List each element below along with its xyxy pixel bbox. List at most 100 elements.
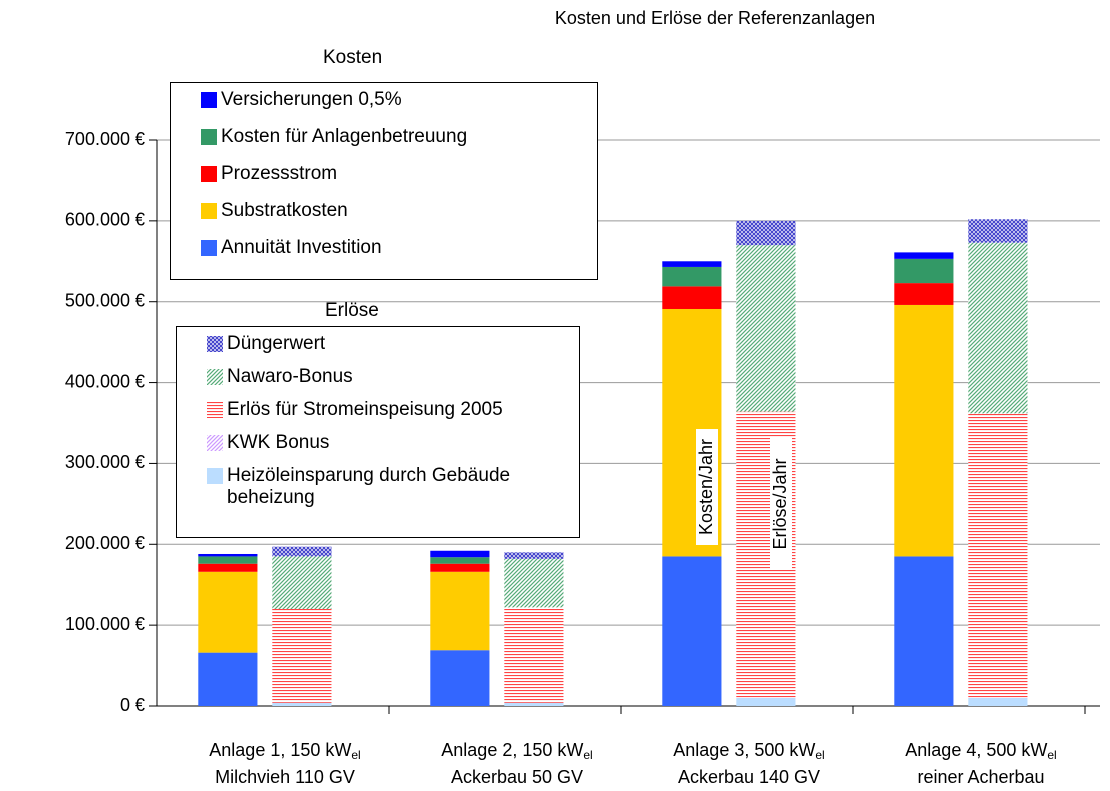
- legend-entry: Annuität Investition: [201, 237, 597, 259]
- bar-segment: [736, 220, 796, 246]
- legend-swatch-fill: [201, 240, 217, 256]
- legend-label: Versicherungen 0,5%: [221, 89, 402, 110]
- legend-swatch-fill: [207, 435, 223, 451]
- bar-segment: [198, 563, 258, 572]
- x-tick-label: Anlage 1, 150 kWel: [209, 740, 360, 762]
- legend-entry: Versicherungen 0,5%: [201, 89, 597, 111]
- legend: Versicherungen 0,5% Kosten für Anlagenbet…: [170, 82, 598, 280]
- bar-segment: [968, 413, 1028, 698]
- bar-segment: [198, 571, 258, 653]
- y-tick-label: 100.000 €: [65, 614, 145, 634]
- legend-label: Prozessstrom: [221, 163, 338, 184]
- x-tick-label: Anlage 3, 500 kWel: [673, 740, 824, 762]
- legend-label: Kosten für Anlagenbetreuung: [221, 126, 468, 147]
- bar-segment: [272, 546, 332, 557]
- chart-title: Kosten und Erlöse der Referenzanlagen: [555, 8, 875, 28]
- bar-segment: [430, 557, 490, 564]
- bar-segment: [662, 556, 722, 706]
- y-tick-label: 500.000 €: [65, 290, 145, 310]
- legend-entry: Kosten für Anlagenbetreuung: [201, 126, 597, 148]
- bar-segment: [430, 650, 490, 706]
- bar-segment: [968, 242, 1028, 414]
- bar-segment: [504, 702, 564, 706]
- legend-label: KWK Bonus: [227, 432, 330, 453]
- x-tick-label: Milchvieh 110 GV: [215, 767, 355, 787]
- legend-entry: KWK Bonus: [207, 432, 579, 454]
- legend-swatch-fill: [207, 468, 223, 484]
- x-tick-label-part: Anlage 1, 150 kW: [209, 740, 351, 760]
- bar-segment: [894, 304, 954, 557]
- bar-segment: [662, 261, 722, 267]
- legend-swatch: [207, 402, 223, 418]
- legend: Düngerwert Nawaro-Bonus Erlös für Stromein…: [176, 326, 580, 538]
- legend-swatch: [207, 336, 223, 352]
- x-tick-label: reiner Acherbau: [917, 767, 1044, 787]
- legend-swatch: [201, 166, 217, 182]
- bar-segment: [504, 552, 564, 559]
- x-tick-label-sub: el: [815, 748, 824, 762]
- x-tick-label-part: Anlage 3, 500 kW: [673, 740, 815, 760]
- legend-title: Erlöse: [325, 300, 379, 321]
- legend-entry: Substratkosten: [201, 200, 597, 222]
- x-tick-label-sub: el: [351, 748, 360, 762]
- bar-segment: [198, 652, 258, 706]
- legend-label: Annuität Investition: [221, 237, 382, 258]
- x-tick-label: Anlage 4, 500 kWel: [905, 740, 1056, 762]
- x-tick-label-sub: el: [1047, 748, 1056, 762]
- bar-segment: [662, 286, 722, 309]
- x-tick-label: Anlage 2, 150 kWel: [441, 740, 592, 762]
- bar-segment: [894, 556, 954, 706]
- y-tick-label: 300.000 €: [65, 452, 145, 472]
- x-tick-label-sub: el: [583, 748, 592, 762]
- bar-segment: [504, 607, 564, 703]
- legend-label: Nawaro-Bonus: [227, 366, 353, 387]
- legend-swatch-fill: [207, 402, 223, 418]
- x-tick-label: Ackerbau 140 GV: [678, 767, 820, 787]
- bar-segment: [272, 702, 332, 706]
- bar-segment: [430, 563, 490, 572]
- legend-swatch-fill: [201, 166, 217, 182]
- legend-swatch: [207, 468, 223, 484]
- legend-swatch: [207, 435, 223, 451]
- bar-segment: [272, 556, 332, 609]
- bar-segment: [198, 553, 258, 557]
- bar-segment: [968, 697, 1028, 706]
- bar-segment: [430, 571, 490, 651]
- y-tick-label: 400.000 €: [65, 371, 145, 391]
- bar-segment: [736, 245, 796, 412]
- legend-swatch-fill: [207, 369, 223, 385]
- legend-label: Heizöleinsparung durch Gebäude beheizung: [227, 465, 511, 508]
- legend-swatch: [201, 203, 217, 219]
- x-tick-label-part: Anlage 2, 150 kW: [441, 740, 583, 760]
- legend-title: Kosten: [323, 47, 383, 68]
- bar-segment: [968, 219, 1028, 243]
- legend-entry: Düngerwert: [207, 333, 579, 355]
- legend-entry: Erlös für Stromeinspeisung 2005: [207, 399, 579, 421]
- legend-swatch: [207, 369, 223, 385]
- bar-segment: [430, 550, 490, 558]
- legend-label: Düngerwert: [227, 333, 326, 354]
- bar-segment: [736, 697, 796, 706]
- bar-segment: [894, 283, 954, 305]
- y-tick-label: 700.000 €: [65, 129, 145, 149]
- legend-swatch-fill: [201, 92, 217, 108]
- annotation: Kosten/Jahr: [696, 439, 716, 535]
- legend-swatch: [201, 92, 217, 108]
- bar-segment: [198, 556, 258, 564]
- bar-segment: [662, 266, 722, 287]
- x-tick-label: Ackerbau 50 GV: [451, 767, 583, 787]
- bar-segment: [894, 252, 954, 259]
- x-tick-label-part: Anlage 4, 500 kW: [905, 740, 1047, 760]
- bar-segment: [504, 558, 564, 608]
- legend-entry: Nawaro-Bonus: [207, 366, 579, 388]
- legend-swatch-fill: [207, 336, 223, 352]
- bar-segment: [894, 258, 954, 284]
- y-tick-label: 200.000 €: [65, 533, 145, 553]
- annotation-box: [696, 429, 718, 545]
- annotation-box: [770, 438, 792, 570]
- y-tick-label: 600.000 €: [65, 210, 145, 230]
- y-tick-label: 0 €: [120, 695, 145, 715]
- legend-swatch: [201, 129, 217, 145]
- legend-swatch-fill: [201, 129, 217, 145]
